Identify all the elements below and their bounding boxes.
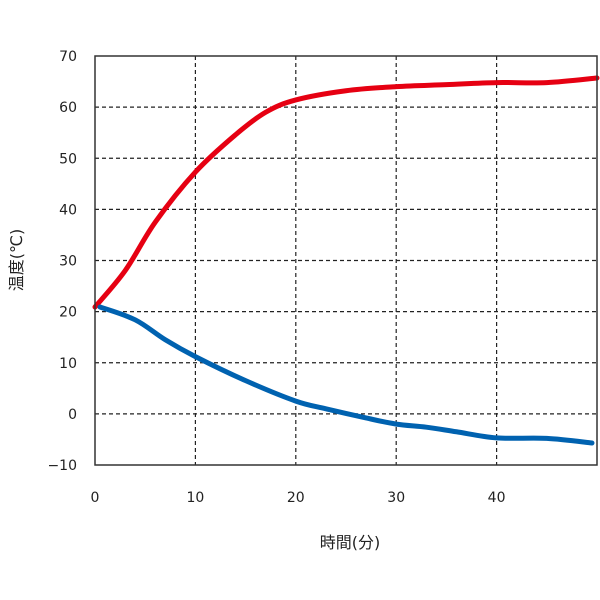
y-tick-label: −10 [47,458,77,474]
series-line-1 [92,75,600,310]
y-axis-label: 温度(℃) [7,229,26,291]
y-tick-label: 50 [59,151,77,167]
grid [95,56,597,465]
x-tick-label: 40 [488,490,506,506]
x-tick-label: 0 [91,490,100,506]
y-tick-label: 60 [59,100,77,116]
x-axis-label: 時間(分) [320,533,381,552]
plot-frame [94,55,598,466]
x-tick-label: 10 [186,490,204,506]
y-tick-label: 20 [59,305,77,321]
x-tick-label: 20 [287,490,305,506]
y-tick-label: 70 [59,49,77,65]
y-tick-label: 10 [59,356,77,372]
x-tick-labels: 0 10 20 30 40 [91,490,506,506]
x-tick-label: 30 [387,490,405,506]
series-group [92,75,600,446]
y-tick-label: 30 [59,254,77,270]
y-tick-labels: −10 0 10 20 30 40 50 60 70 [47,49,77,474]
y-tick-label: 0 [68,407,77,423]
series-line-2 [97,304,595,446]
y-tick-label: 40 [59,202,77,218]
